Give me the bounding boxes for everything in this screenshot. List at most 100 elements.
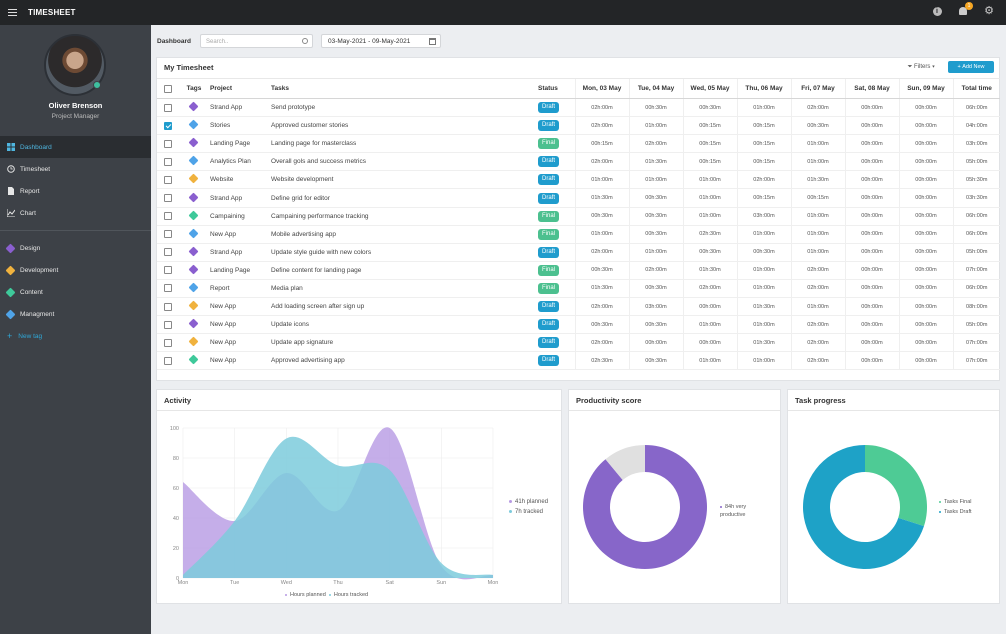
row-checkbox[interactable]	[157, 207, 179, 226]
day-hours-cell[interactable]: 02h:00m	[574, 116, 629, 136]
day-hours-cell[interactable]: 01h:30m	[682, 261, 737, 280]
day-hours-cell[interactable]: 00h:30m	[628, 279, 683, 299]
sidebar-item-development[interactable]: Development	[0, 259, 151, 281]
day-hours-cell[interactable]: 00h:30m	[574, 261, 629, 280]
day-hours-cell[interactable]: 00h:00m	[898, 297, 953, 317]
day-hours-cell[interactable]: 00h:00m	[844, 333, 899, 353]
search-icon[interactable]	[302, 38, 308, 44]
day-hours-cell[interactable]: 02h:00m	[574, 333, 629, 353]
day-hours-cell[interactable]: 01h:00m	[736, 98, 791, 118]
day-hours-cell[interactable]: 02h:00m	[736, 170, 791, 190]
day-hours-cell[interactable]: 00h:30m	[628, 98, 683, 118]
day-hours-cell[interactable]: 01h:00m	[628, 116, 683, 136]
day-hours-cell[interactable]: 01h:00m	[790, 297, 845, 317]
column-header[interactable]: Total time	[952, 78, 1000, 99]
day-hours-cell[interactable]: 01h:00m	[682, 207, 737, 226]
search-input[interactable]: Search..	[200, 34, 313, 48]
day-hours-cell[interactable]: 00h:00m	[844, 297, 899, 317]
day-hours-cell[interactable]: 00h:30m	[790, 116, 845, 136]
row-checkbox[interactable]	[157, 188, 179, 208]
day-hours-cell[interactable]: 00h:00m	[844, 207, 899, 226]
select-all-checkbox[interactable]	[157, 78, 179, 99]
row-checkbox[interactable]	[157, 116, 179, 136]
day-hours-cell[interactable]: 00h:00m	[898, 116, 953, 136]
day-hours-cell[interactable]: 00h:00m	[844, 98, 899, 118]
bell-icon[interactable]: 1	[958, 2, 973, 16]
day-hours-cell[interactable]: 01h:00m	[790, 243, 845, 262]
day-hours-cell[interactable]: 02h:00m	[628, 261, 683, 280]
day-hours-cell[interactable]: 02h:00m	[790, 279, 845, 299]
column-header[interactable]: Project	[209, 78, 270, 99]
day-hours-cell[interactable]: 00h:00m	[898, 243, 953, 262]
day-hours-cell[interactable]: 01h:30m	[574, 279, 629, 299]
day-hours-cell[interactable]: 00h:00m	[844, 152, 899, 172]
day-hours-cell[interactable]: 00h:15m	[736, 188, 791, 208]
day-hours-cell[interactable]: 00h:00m	[898, 351, 953, 371]
day-hours-cell[interactable]: 00h:00m	[898, 207, 953, 226]
day-hours-cell[interactable]: 00h:00m	[898, 261, 953, 280]
day-hours-cell[interactable]: 01h:00m	[790, 134, 845, 154]
day-hours-cell[interactable]: 00h:15m	[736, 152, 791, 172]
donut-slice[interactable]	[865, 445, 927, 527]
row-checkbox[interactable]	[157, 297, 179, 317]
table-row[interactable]: Strand App Define grid for editor Draft 01h…	[157, 188, 1000, 208]
day-hours-cell[interactable]: 01h:00m	[736, 315, 791, 335]
row-checkbox[interactable]	[157, 333, 179, 353]
column-header[interactable]: Tue, 04 May	[628, 78, 683, 99]
day-hours-cell[interactable]: 01h:30m	[790, 170, 845, 190]
day-hours-cell[interactable]: 00h:30m	[574, 207, 629, 226]
day-hours-cell[interactable]: 00h:30m	[574, 315, 629, 335]
day-hours-cell[interactable]: 00h:00m	[898, 134, 953, 154]
day-hours-cell[interactable]: 02h:00m	[574, 243, 629, 262]
filters-button[interactable]: ⏷ Filters ▾	[908, 64, 935, 71]
day-hours-cell[interactable]: 00h:00m	[844, 315, 899, 335]
day-hours-cell[interactable]: 00h:15m	[682, 134, 737, 154]
day-hours-cell[interactable]: 01h:00m	[628, 170, 683, 190]
column-header[interactable]: Sun, 09 May	[898, 78, 953, 99]
day-hours-cell[interactable]: 01h:30m	[736, 333, 791, 353]
row-checkbox[interactable]	[157, 315, 179, 335]
day-hours-cell[interactable]: 02h:00m	[790, 333, 845, 353]
add-new-button[interactable]: + Add New	[948, 61, 994, 73]
day-hours-cell[interactable]: 00h:00m	[844, 279, 899, 299]
day-hours-cell[interactable]: 00h:00m	[844, 134, 899, 154]
date-range-picker[interactable]: 03-May-2021 - 09-May-2021	[321, 34, 441, 48]
row-checkbox[interactable]	[157, 134, 179, 154]
table-row[interactable]: New App Update icons Draft 00h:30m 00h:30m 01…	[157, 315, 1000, 335]
column-header[interactable]: Status	[538, 78, 575, 99]
column-header[interactable]: Tags	[179, 78, 209, 99]
table-row[interactable]: New App Update app signature Draft 02h:00m 0…	[157, 333, 1000, 353]
sidebar-item-timesheet[interactable]: Timesheet	[0, 158, 151, 180]
day-hours-cell[interactable]: 00h:15m	[736, 116, 791, 136]
day-hours-cell[interactable]: 00h:15m	[574, 134, 629, 154]
day-hours-cell[interactable]: 02h:30m	[682, 225, 737, 244]
day-hours-cell[interactable]: 01h:00m	[736, 261, 791, 280]
day-hours-cell[interactable]: 00h:00m	[844, 225, 899, 244]
day-hours-cell[interactable]: 01h:30m	[628, 152, 683, 172]
day-hours-cell[interactable]: 02h:00m	[790, 261, 845, 280]
area-series-hours-tracked[interactable]	[183, 436, 493, 578]
day-hours-cell[interactable]: 00h:30m	[628, 315, 683, 335]
day-hours-cell[interactable]: 01h:00m	[682, 351, 737, 371]
donut-slice[interactable]	[583, 445, 707, 569]
table-row[interactable]: Analytics Plan Overall gols and success m…	[157, 152, 1000, 172]
table-row[interactable]: Landing Page Landing page for masterclass…	[157, 134, 1000, 154]
table-row[interactable]: Landing Page Define content for landing p…	[157, 261, 1000, 280]
day-hours-cell[interactable]: 01h:00m	[790, 225, 845, 244]
donut-slice[interactable]	[605, 445, 645, 481]
day-hours-cell[interactable]: 00h:00m	[844, 261, 899, 280]
row-checkbox[interactable]	[157, 225, 179, 244]
row-checkbox[interactable]	[157, 261, 179, 280]
table-row[interactable]: Report Media plan Final 01h:30m 00h:30m 02h:0…	[157, 279, 1000, 299]
calendar-icon[interactable]	[429, 38, 436, 45]
new-tag-button[interactable]: + New tag	[0, 325, 151, 347]
day-hours-cell[interactable]: 02h:30m	[574, 351, 629, 371]
table-row[interactable]: Strand App Update style guide with new co…	[157, 243, 1000, 262]
day-hours-cell[interactable]: 02h:00m	[574, 98, 629, 118]
day-hours-cell[interactable]: 00h:00m	[682, 297, 737, 317]
day-hours-cell[interactable]: 00h:15m	[736, 134, 791, 154]
day-hours-cell[interactable]: 00h:30m	[628, 351, 683, 371]
day-hours-cell[interactable]: 00h:15m	[682, 116, 737, 136]
day-hours-cell[interactable]: 00h:30m	[628, 188, 683, 208]
day-hours-cell[interactable]: 00h:00m	[898, 170, 953, 190]
